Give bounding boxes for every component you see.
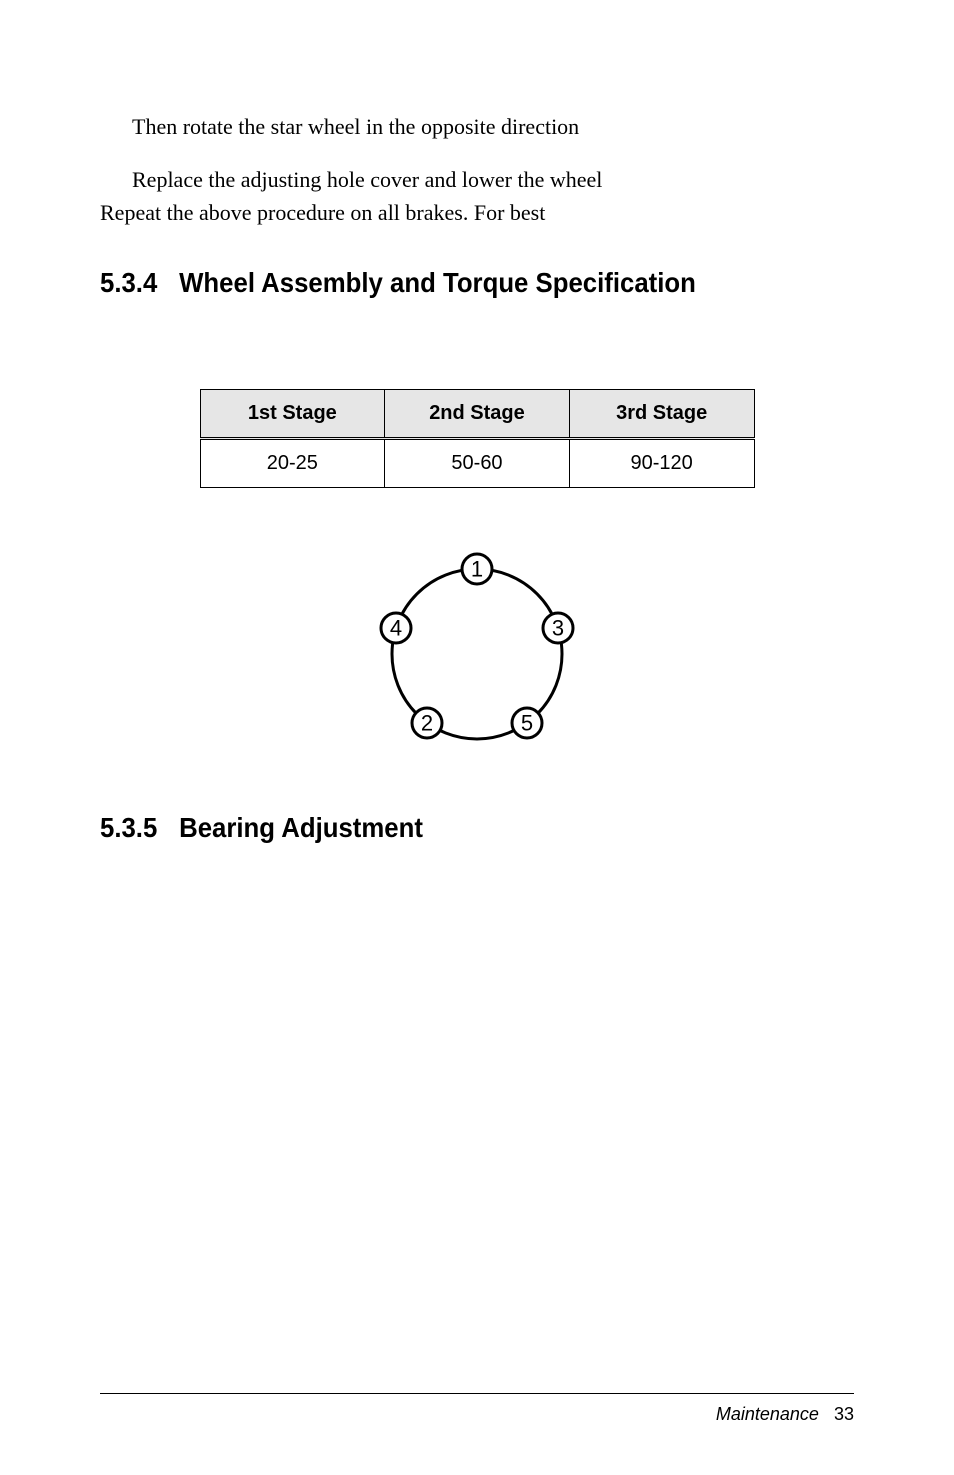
table-header-row: 1st Stage 2nd Stage 3rd Stage — [200, 390, 754, 439]
heading-534: 5.3.4Wheel Assembly and Torque Specifica… — [100, 267, 794, 299]
footer-label: Maintenance — [716, 1404, 819, 1424]
svg-text:4: 4 — [390, 616, 402, 641]
svg-text:1: 1 — [471, 557, 483, 582]
col-header-1: 1st Stage — [200, 390, 385, 439]
svg-text:5: 5 — [521, 711, 533, 736]
svg-text:3: 3 — [552, 616, 564, 641]
heading-535-title: Bearing Adjustment — [179, 812, 423, 843]
col-header-3: 3rd Stage — [569, 390, 754, 439]
paragraph-3: Repeat the above procedure on all brakes… — [100, 196, 854, 229]
table-row: 20-25 50-60 90-120 — [200, 439, 754, 488]
torque-table-wrap: 1st Stage 2nd Stage 3rd Stage 20-25 50-6… — [200, 389, 755, 488]
paragraph-2: Replace the adjusting hole cover and low… — [100, 163, 854, 196]
heading-534-num: 5.3.4 — [100, 267, 179, 299]
cell-3: 90-120 — [569, 439, 754, 488]
cell-1: 20-25 — [200, 439, 385, 488]
heading-535-num: 5.3.5 — [100, 812, 179, 844]
footer-page-number: 33 — [834, 1404, 854, 1424]
svg-text:2: 2 — [421, 711, 433, 736]
heading-534-title: Wheel Assembly and Torque Specification — [179, 267, 696, 298]
col-header-2: 2nd Stage — [385, 390, 570, 439]
torque-table: 1st Stage 2nd Stage 3rd Stage 20-25 50-6… — [200, 389, 755, 488]
cell-2: 50-60 — [385, 439, 570, 488]
heading-535: 5.3.5Bearing Adjustment — [100, 812, 794, 844]
page-footer: Maintenance 33 — [100, 1393, 854, 1425]
page: Then rotate the star wheel in the opposi… — [0, 0, 954, 1475]
paragraph-1: Then rotate the star wheel in the opposi… — [100, 110, 854, 143]
bolt-pattern-diagram: 1 3 5 2 4 — [357, 534, 597, 774]
